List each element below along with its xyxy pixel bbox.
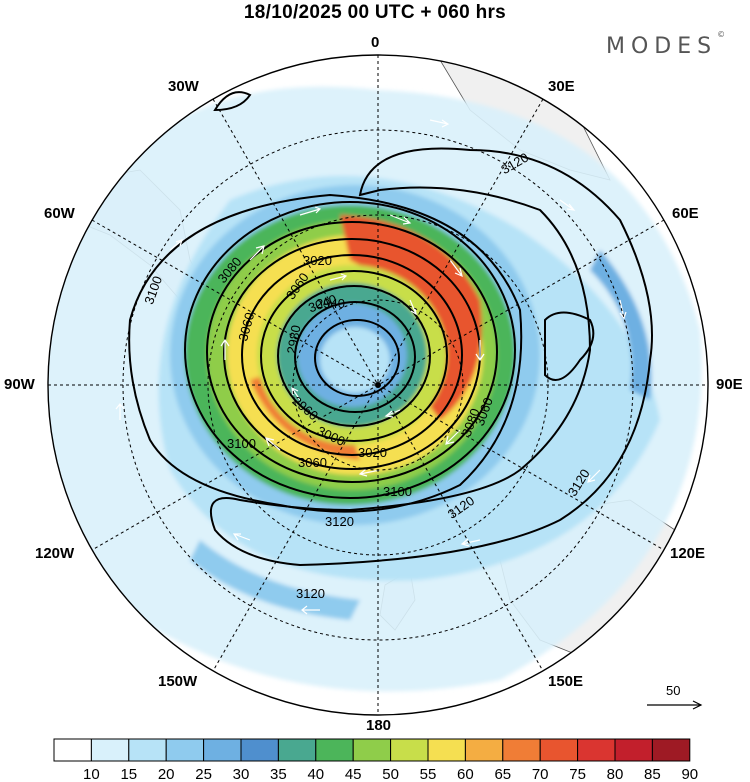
wind-vector [445,429,461,445]
wind-vector [329,273,348,281]
contour-3060 [206,221,498,483]
contour-3080 [184,201,516,499]
contour-label: 3060 [235,311,257,343]
lon-label-120w: 120W [35,545,75,562]
contour-label: 3020 [303,253,332,268]
contour-label: 2980 [284,324,304,355]
contour-3020 [241,254,463,456]
wind-vector [587,469,601,483]
wind-vector [291,386,301,401]
lon-label-150w: 150W [158,673,198,690]
wind-vector [299,206,322,216]
lon-label-60w: 60W [44,205,75,222]
geopotential-contours [128,91,653,567]
lon-label-90w: 90W [4,376,35,393]
contour-2980 [277,285,431,427]
wind-vector [389,214,412,225]
lon-label-0: 0 [371,34,380,51]
wind-vector [265,437,281,451]
lon-label-120e: 120E [670,545,706,562]
contour-2960 [294,301,416,413]
contour-label: 3120 [296,586,325,601]
wind-streak-south [190,540,360,620]
chart-title: 18/10/2025 00 UTC + 060 hrs [243,2,507,23]
map-boundary [47,54,709,716]
contour-label: 3100 [383,484,412,499]
wind-vector [429,119,450,128]
wind-vector [475,340,485,362]
brand-logo: MODES© [606,30,726,59]
lon-label-180: 180 [366,717,392,734]
contour-label: 3100 [227,436,256,451]
contour-3100 [128,193,523,513]
contour-label: 3120 [325,514,354,529]
wind-vector [169,239,183,251]
contour-label: 2940 [316,296,345,311]
lon-label-30e: 30E [548,78,575,95]
wind-vector [409,299,417,316]
wind-vector [301,605,320,615]
reference-vector-value: 50 [666,683,681,698]
wind-vector [232,533,251,541]
lon-label-90e: 90E [716,376,743,393]
lon-label-60e: 60E [672,205,699,222]
contour-3120-nw [213,91,252,112]
wind-vector [559,199,576,211]
contour-label: 3020 [358,445,387,460]
wind-vector [384,409,401,418]
arrow-right-icon [647,700,703,710]
wind-vector [220,338,230,360]
lon-label-150e: 150E [548,673,584,690]
south-pole-marker [375,382,381,388]
wind-vector [115,403,125,420]
wind-vector [449,259,463,278]
wind-streak-east [590,250,652,400]
wind-vector [249,245,265,261]
wind-vectors [115,119,627,615]
wind-vector [358,468,381,477]
contour-2940 [314,319,400,397]
wind-core-8 [320,327,390,393]
contour-3000 [260,270,448,442]
contour-label: 3060 [298,455,327,470]
contour-3120-ne [544,311,595,381]
lon-label-30w: 30W [168,78,199,95]
wind-vector [460,538,481,547]
